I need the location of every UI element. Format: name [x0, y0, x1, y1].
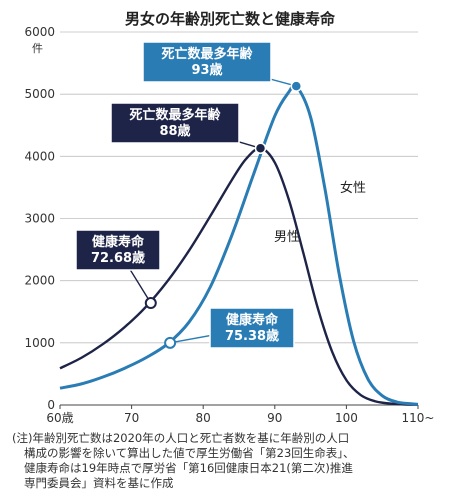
data-marker: [290, 80, 303, 92]
series-label: 男性: [274, 230, 300, 245]
annotation-box: [209, 307, 295, 349]
x-tick-label: 70: [124, 411, 139, 425]
y-tick-label: 6000: [24, 25, 55, 39]
annotation-box: [75, 229, 161, 271]
data-marker: [164, 336, 177, 349]
annotation-box: [142, 41, 272, 83]
annotation-text: 75.38歳: [225, 328, 279, 344]
x-tick-label: 80: [196, 411, 211, 425]
y-tick-label: 0: [47, 398, 55, 412]
x-tick-label: 100: [335, 411, 358, 425]
data-marker: [144, 297, 157, 310]
y-tick-label: 2000: [24, 274, 55, 288]
y-tick-label: 1000: [24, 336, 55, 350]
footnote: (注)年齢別死亡数は2020年の人口と死亡者数を基に年齢別の人口 構成の影響を除…: [12, 431, 452, 491]
death-count-chart: 0 1000 2000 3000 4000 5000 6000 件 60歳 70 80 90 100 11…: [24, 25, 435, 425]
y-tick-label: 3000: [24, 212, 55, 226]
chart-title: 男女の年齢別死亡数と健康寿命: [124, 10, 335, 28]
series-label: 女性: [340, 180, 366, 196]
annotation-text: 88歳: [159, 123, 190, 139]
footnote-line: 健康寿命は19年時点で厚労省「第16回健康日本21(第二次)推進: [24, 461, 353, 475]
annotation-text: 93歳: [191, 62, 222, 78]
x-tick-label: 90: [267, 411, 282, 425]
y-tick-label: 4000: [24, 149, 55, 163]
footnote-line: 専門委員会」資料を基に作成: [24, 476, 174, 490]
series-line-female: [59, 82, 419, 406]
annotation-text: 72.68歳: [91, 250, 145, 266]
series-line-male: [59, 147, 419, 406]
y-axis-unit: 件: [32, 42, 43, 55]
annotation-text: 死亡数最多年齢: [161, 46, 253, 62]
annotation-box: [110, 102, 240, 144]
annotation-text: 健康寿命: [226, 312, 279, 328]
annotation-text: 健康寿命: [92, 234, 145, 250]
data-marker: [254, 142, 267, 155]
footnote-line: (注)年齢別死亡数は2020年の人口と死亡者数を基に年齢別の人口: [12, 431, 350, 445]
x-tick-label: 110~: [402, 411, 435, 425]
annotation-text: 死亡数最多年齢: [129, 107, 221, 123]
footnote-line: 構成の影響を除いて算出した値で厚生労働省「第23回生命表」、: [24, 446, 355, 460]
y-tick-label: 5000: [24, 87, 55, 101]
x-tick-label: 60歳: [46, 411, 73, 425]
